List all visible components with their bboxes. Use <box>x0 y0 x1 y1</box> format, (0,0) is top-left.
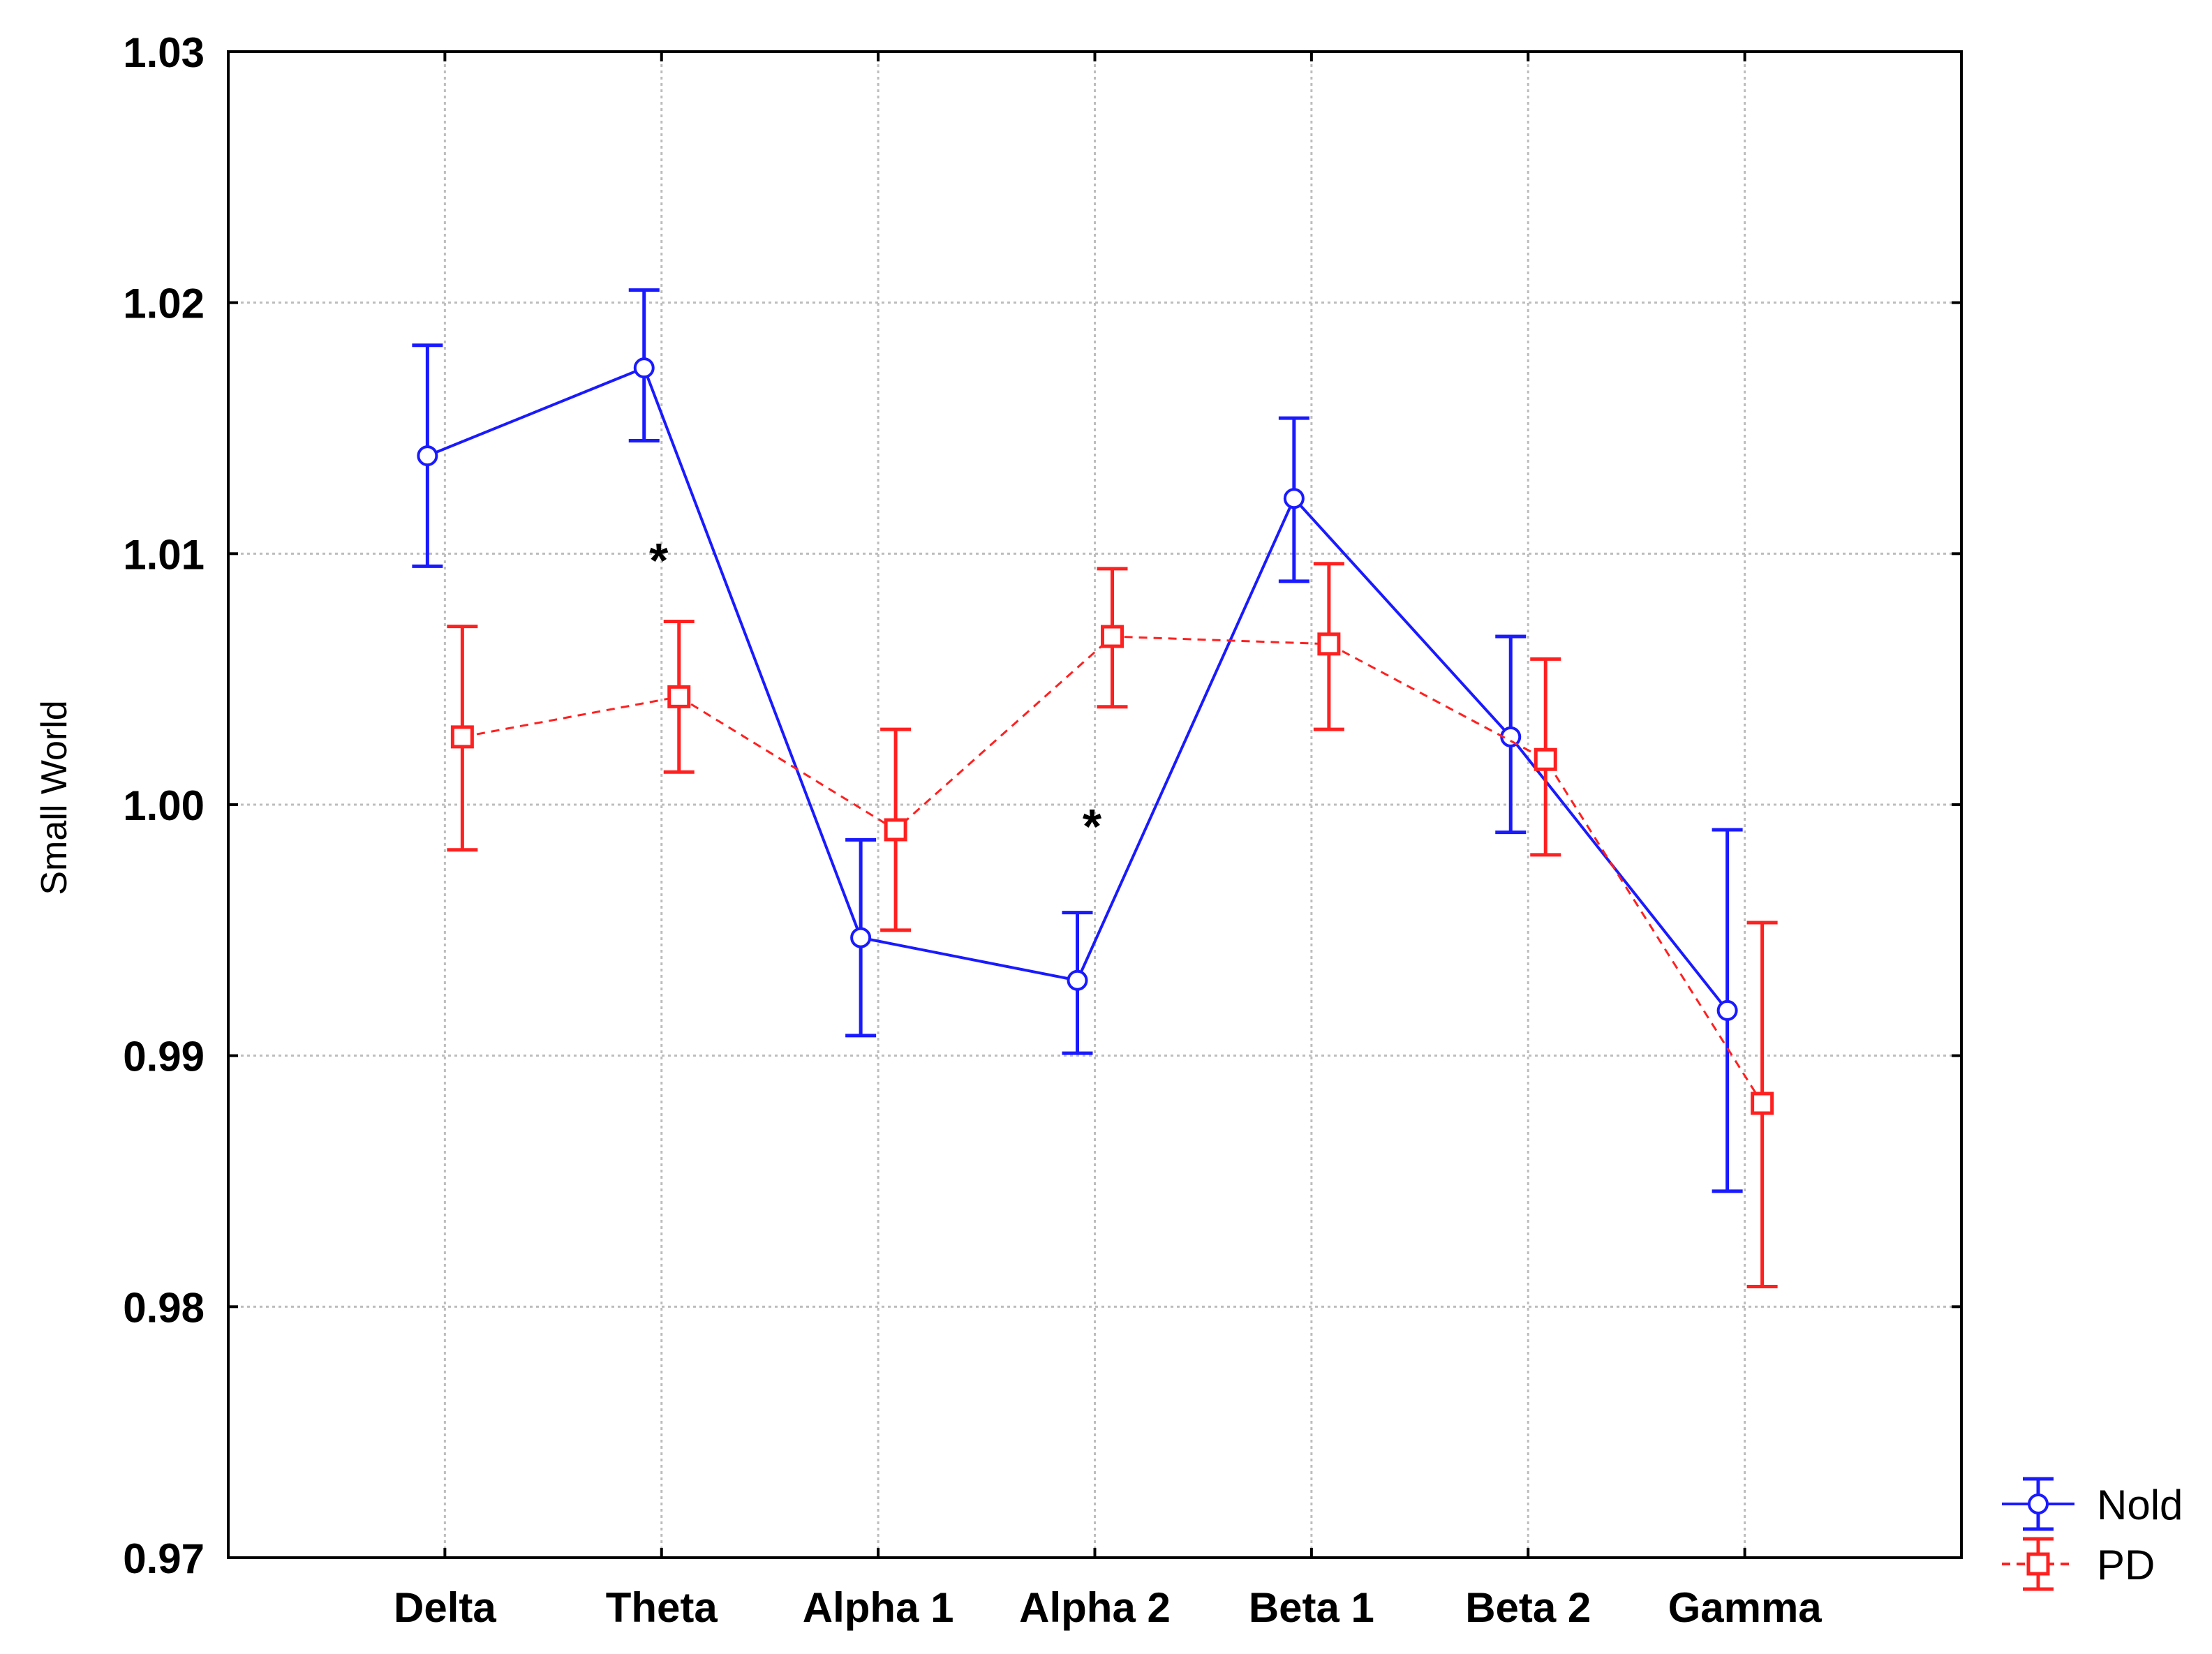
data-point <box>1101 625 1124 648</box>
y-tick-label: 0.97 <box>123 1535 205 1582</box>
x-tick-label: Beta 2 <box>1465 1584 1591 1631</box>
data-point <box>450 725 474 749</box>
legend-label: Nold <box>2097 1482 2183 1528</box>
x-axis-tick-labels: Delta Theta Alpha 1 Alpha 2 Beta 1 Beta 2 Gamm… <box>394 1584 1822 1631</box>
y-tick-label: 0.99 <box>123 1034 205 1080</box>
x-tick-label: Alpha 2 <box>1019 1584 1171 1631</box>
series-nold <box>412 288 1743 1193</box>
x-tick-label: Gamma <box>1668 1584 1823 1631</box>
series-pd <box>447 562 1778 1289</box>
data-point <box>1067 969 1088 991</box>
data-point <box>1283 488 1305 509</box>
y-axis-tick-labels: 0.97 0.98 0.99 1.00 1.01 1.02 1.03 <box>123 29 205 1582</box>
x-tick-label: Beta 1 <box>1249 1584 1374 1631</box>
data-point <box>1534 747 1557 771</box>
data-point <box>1751 1092 1774 1115</box>
legend-marker <box>2026 1552 2050 1576</box>
data-point <box>1317 632 1341 656</box>
x-tick-label: Theta <box>606 1584 718 1631</box>
series-layer <box>412 288 1778 1289</box>
y-tick-label: 1.01 <box>123 531 205 578</box>
legend-item-nold: Nold <box>2002 1477 2183 1531</box>
data-point <box>884 818 907 842</box>
legend-label: PD <box>2097 1542 2155 1588</box>
legend-item-pd: PD <box>2002 1537 2155 1591</box>
data-point <box>850 927 872 948</box>
y-tick-label: 1.00 <box>123 782 205 829</box>
legend-marker <box>2028 1493 2049 1514</box>
y-tick-label: 0.98 <box>123 1284 205 1331</box>
significance-marker: * <box>649 533 669 588</box>
y-tick-label: 1.03 <box>123 29 205 76</box>
legend: Nold PD <box>2002 1477 2183 1591</box>
data-point <box>667 685 691 708</box>
data-point <box>633 357 655 379</box>
annotations: ** <box>649 533 1102 854</box>
y-tick-label: 1.02 <box>123 281 205 327</box>
significance-marker: * <box>1083 799 1102 854</box>
data-point <box>417 445 438 467</box>
data-point <box>1716 999 1738 1021</box>
x-tick-label: Alpha 1 <box>803 1584 954 1631</box>
y-axis-label: Small World <box>34 700 75 895</box>
axis-ticks <box>228 50 1961 1559</box>
x-tick-label: Delta <box>394 1584 496 1631</box>
